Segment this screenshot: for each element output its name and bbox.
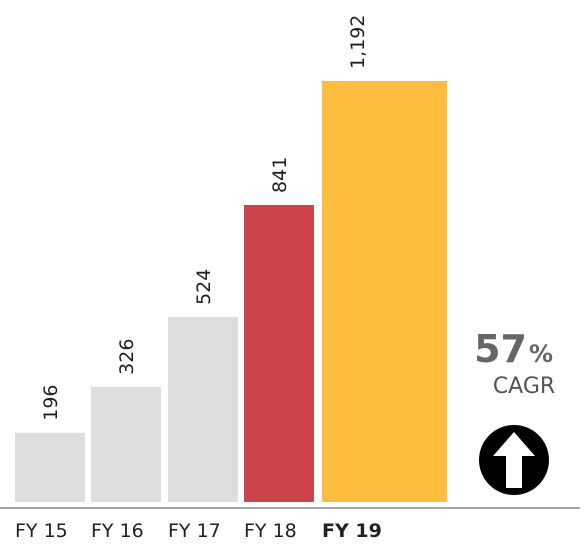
arrow-icon [479, 425, 549, 495]
bar [91, 386, 161, 502]
x-tick-label: FY 18 [244, 520, 297, 542]
bar [168, 316, 238, 502]
growth-value: 57 [474, 327, 527, 371]
bar [322, 81, 447, 502]
x-tick-label: FY 16 [91, 520, 144, 542]
growth-unit: % [529, 340, 553, 368]
value-label: 196 [40, 385, 62, 421]
value-label: 326 [116, 339, 138, 375]
x-tick-label: FY 19 [322, 520, 382, 542]
x-tick-label: FY 17 [168, 520, 221, 542]
x-tick-label: FY 15 [15, 520, 68, 542]
bar [15, 432, 85, 502]
growth-label: CAGR [493, 374, 555, 399]
value-label: 524 [193, 269, 215, 305]
value-label: 1,192 [347, 15, 369, 69]
value-label: 841 [269, 157, 291, 193]
bar [244, 204, 314, 502]
